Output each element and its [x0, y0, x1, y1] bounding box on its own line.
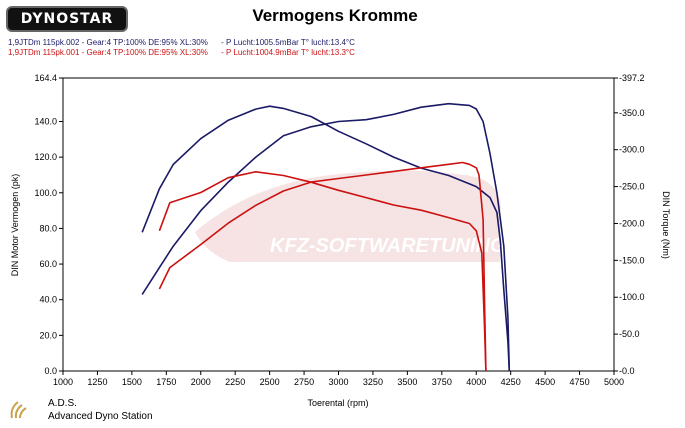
x-tick-label: 3500 — [397, 377, 417, 387]
x-tick-label: 4000 — [466, 377, 486, 387]
series-line-4 — [158, 171, 487, 372]
run-2-label: 1,9JTDm 115pk.001 - Gear:4 TP:100% DE:95… — [8, 48, 208, 57]
chart-title: Vermogens Kromme — [252, 6, 418, 25]
x-tick-label: 4750 — [570, 377, 590, 387]
y-right-tick-label: -50.0 — [619, 329, 640, 339]
x-tick-label: 1250 — [87, 377, 107, 387]
x-tick-label: 2750 — [294, 377, 314, 387]
watermark: KFZ-SOFTWARETUNING — [195, 170, 506, 262]
x-axis-label: Toerental (rpm) — [307, 398, 368, 408]
run-1-label: 1,9JTDm 115pk.002 - Gear:4 TP:100% DE:95… — [8, 38, 208, 47]
series-line-1 — [141, 102, 511, 372]
run-legend-2: 1,9JTDm 115pk.001 - Gear:4 TP:100% DE:95… — [8, 48, 355, 57]
footer-abbreviation: A.D.S. — [48, 398, 77, 409]
x-tick-label: 3000 — [328, 377, 348, 387]
x-tick-label: 2500 — [260, 377, 280, 387]
x-tick-label: 2250 — [225, 377, 245, 387]
watermark-car-shape — [195, 170, 501, 262]
x-tick-label: 1000 — [53, 377, 73, 387]
series-line-2 — [141, 105, 511, 372]
x-tick-label: 5000 — [604, 377, 624, 387]
y-left-tick-label: 120.0 — [34, 152, 57, 162]
y-right-tick-label: -200.0 — [619, 218, 645, 228]
y-left-tick-label: 20.0 — [39, 330, 57, 340]
x-tick-label: 1750 — [156, 377, 176, 387]
y-left-tick-label: 164.4 — [34, 73, 57, 83]
x-tick-label: 3250 — [363, 377, 383, 387]
run-legend-1: 1,9JTDm 115pk.002 - Gear:4 TP:100% DE:95… — [8, 38, 355, 47]
y-left-tick-label: 100.0 — [34, 188, 57, 198]
y-left-tick-label: 80.0 — [39, 223, 57, 233]
run-2-conditions: - P Lucht:1004.9mBar T° lucht:13.3°C — [221, 48, 355, 57]
x-tick-label: 4250 — [501, 377, 521, 387]
series-line-3 — [158, 161, 487, 372]
y-left-tick-label: 40.0 — [39, 295, 57, 305]
x-tick-label: 1500 — [122, 377, 142, 387]
y-left-tick-label: 0.0 — [44, 366, 57, 376]
x-tick-label: 4500 — [535, 377, 555, 387]
watermark-text: KFZ-SOFTWARETUNING — [270, 235, 506, 257]
y-right-tick-label: -350.0 — [619, 108, 645, 118]
x-tick-label: 2000 — [191, 377, 211, 387]
y-left-tick-label: 140.0 — [34, 116, 57, 126]
ads-logo-icon — [10, 401, 27, 419]
axes: 1000 1250 1500 1750 2000 2250 2500 2750 3000 3250… — [34, 73, 644, 387]
dynostar-logo: DYNOSTAR — [6, 6, 128, 32]
y-right-tick-label: -300.0 — [619, 145, 645, 155]
y-right-tick-label: -0.0 — [619, 366, 635, 376]
y-right-tick-label: -397.2 — [619, 73, 645, 83]
y-right-tick-label: -150.0 — [619, 255, 645, 265]
y-left-tick-label: 60.0 — [39, 259, 57, 269]
footer-station-name: Advanced Dyno Station — [48, 411, 153, 422]
y-right-tick-label: -100.0 — [619, 292, 645, 302]
y-axis-left-label: DIN Motor Vermogen (pk) — [10, 174, 20, 277]
y-axis-right-label: DIN Torque (Nm) — [661, 191, 671, 259]
x-tick-label: 3750 — [432, 377, 452, 387]
y-right-tick-label: -250.0 — [619, 182, 645, 192]
run-1-conditions: - P Lucht:1005.5mBar T° lucht:13.4°C — [221, 38, 355, 47]
series-group — [141, 102, 511, 372]
